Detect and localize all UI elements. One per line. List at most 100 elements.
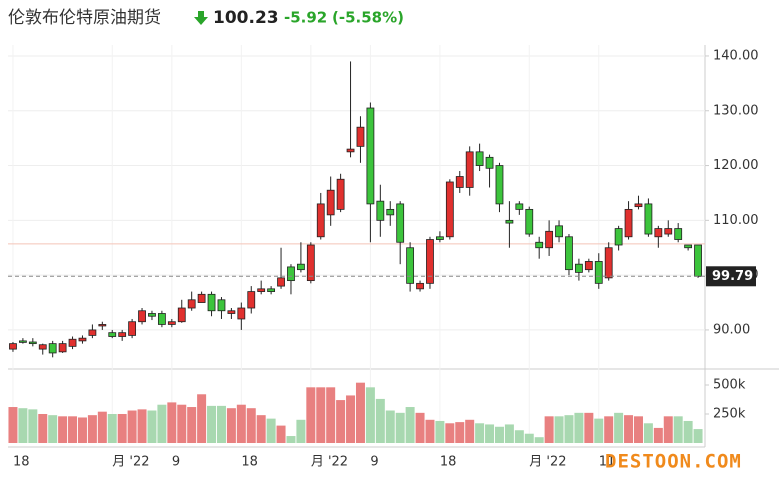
candle-body (187, 299, 196, 309)
volume-bar (326, 387, 336, 443)
volume-bar (564, 415, 574, 443)
candle-body (9, 343, 17, 350)
candle-body (436, 236, 444, 240)
volume-bar (365, 387, 375, 443)
down-arrow-icon (194, 11, 208, 25)
volume-bar (405, 407, 415, 443)
volume-bar (18, 408, 28, 443)
volume-bar (445, 423, 455, 443)
candle-body (336, 178, 345, 210)
volume-bar (316, 387, 326, 443)
candle-body (555, 225, 563, 238)
candle-body (58, 343, 67, 353)
volume-bar (38, 413, 48, 443)
candle-body (138, 310, 146, 323)
volume-bar (87, 415, 97, 443)
candle-body (287, 266, 295, 282)
candle-body (684, 244, 693, 249)
candle-body (654, 228, 663, 238)
x-tick-label: 11 (599, 455, 616, 470)
candle-body (624, 208, 633, 238)
candle-body (148, 313, 156, 317)
candle-body (237, 307, 246, 320)
candle-body (88, 329, 97, 336)
volume-bar (435, 420, 445, 443)
x-tick-label: 18 (13, 455, 30, 470)
candle-body (296, 263, 305, 271)
volume-bar (604, 416, 614, 443)
volume-bar (544, 416, 554, 443)
candle-body (584, 261, 593, 271)
candle-body (505, 219, 514, 224)
y-tick-label: 110.00 (713, 213, 759, 228)
candle-body (167, 321, 176, 325)
candle-body (98, 324, 107, 327)
volume-bar (494, 426, 504, 443)
volume-bar (97, 411, 107, 443)
volume-bar (643, 423, 653, 443)
volume-bar (673, 416, 683, 443)
candle-body (326, 189, 335, 216)
watermark: DESTOON.COM (605, 451, 742, 473)
volume-bar (137, 409, 147, 443)
volume-bar (633, 416, 643, 443)
candle-body (575, 263, 583, 273)
volume-bar (117, 413, 127, 443)
volume-tick-label: 500k (713, 377, 746, 392)
volume-bar (226, 408, 236, 443)
volume-bar (286, 436, 296, 443)
x-tick-label: 月 '22 (311, 455, 348, 470)
volume-bar (246, 408, 256, 443)
volume-bar (107, 413, 117, 443)
volume-bar (624, 415, 634, 443)
x-tick-label: 18 (440, 455, 457, 470)
x-tick-label: 18 (241, 455, 258, 470)
candle-body (227, 310, 236, 314)
candle-body (356, 126, 365, 147)
candle-body (177, 307, 186, 323)
candle-body (376, 200, 385, 221)
volume-bar (28, 409, 38, 443)
y-tick-label: 90.00 (713, 322, 750, 337)
candle-body (118, 332, 127, 337)
volume-bar (197, 394, 207, 443)
volume-bar (465, 419, 475, 443)
volume-bar (574, 412, 584, 443)
volume-tick-label: 250k (713, 406, 746, 421)
y-tick-label: 130.00 (713, 103, 759, 118)
candle-body (78, 337, 87, 342)
volume-bar (534, 437, 544, 443)
candle-body (108, 332, 117, 337)
candle-body (664, 228, 673, 235)
volume-bar (48, 415, 58, 443)
volume-bar (276, 425, 286, 443)
volume-bar (395, 412, 405, 443)
candle-body (485, 156, 494, 169)
last-price-box (706, 266, 756, 287)
volume-bar (475, 423, 485, 443)
candle-body (396, 203, 405, 243)
candle-body (157, 313, 166, 325)
volume-bar (177, 404, 187, 443)
candle-body (416, 282, 424, 290)
y-tick-label: 140.00 (713, 48, 759, 63)
x-tick-label: 9 (172, 455, 180, 470)
volume-bar (514, 430, 524, 443)
candle-body (386, 208, 395, 216)
volume-bar (455, 422, 465, 443)
candle-body (406, 247, 415, 284)
candle-body (366, 107, 375, 205)
candle-body (217, 299, 226, 312)
candle-body (28, 341, 37, 345)
volume-bar (8, 407, 18, 443)
candle-body (475, 151, 484, 166)
candle-body (604, 247, 613, 279)
volume-bar (375, 398, 385, 443)
candle-body (48, 343, 57, 354)
candle-body (257, 288, 266, 292)
volume-bar (693, 429, 703, 443)
candle-body (674, 228, 683, 240)
candle-body (525, 208, 534, 235)
price-change: -5.92 (284, 9, 327, 27)
candle-body (316, 203, 325, 238)
